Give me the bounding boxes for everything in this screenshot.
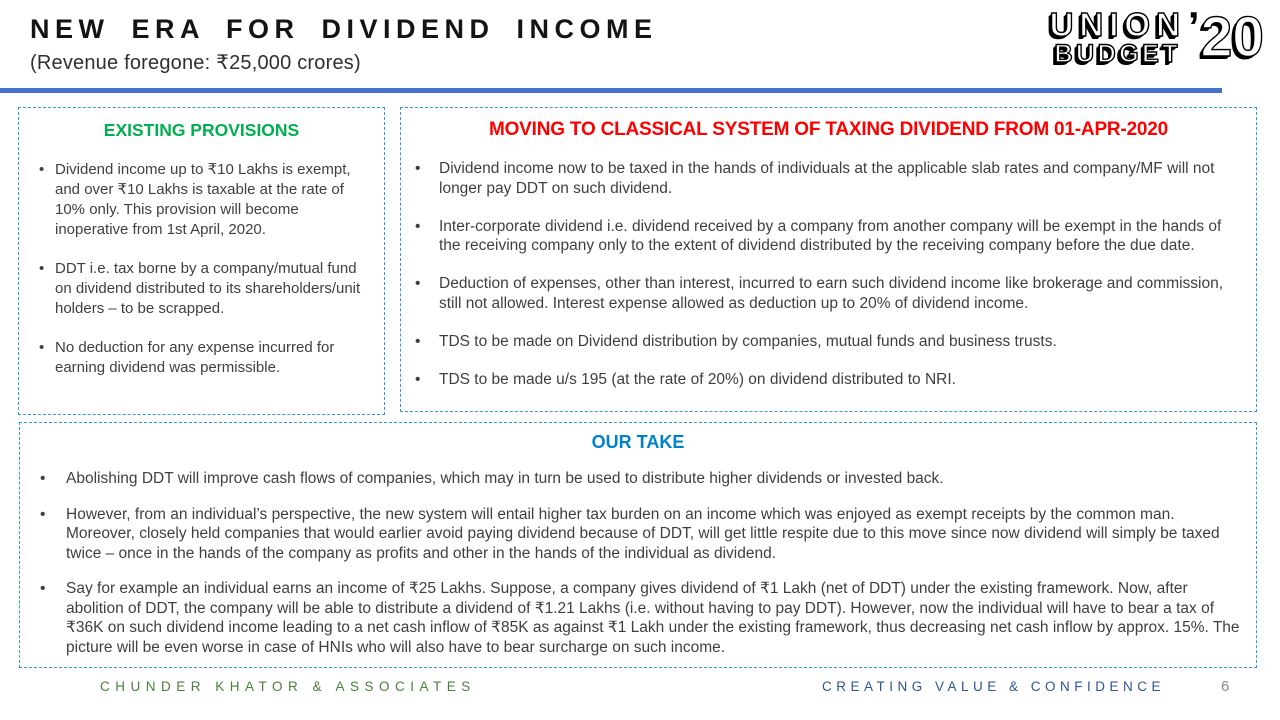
our-take-list: • Abolishing DDT will improve cash flows… <box>34 469 1242 657</box>
existing-provisions-box: EXISTING PROVISIONS • Dividend income up… <box>18 107 385 415</box>
list-item: • TDS to be made on Dividend distributio… <box>413 332 1244 352</box>
bullet-icon: • <box>39 338 45 356</box>
bullet-text: Inter-corporate dividend i.e. dividend r… <box>439 217 1222 255</box>
bullet-icon: • <box>415 217 421 235</box>
bullet-icon: • <box>40 470 46 487</box>
our-take-heading: OUR TAKE <box>591 432 685 452</box>
list-item: • Abolishing DDT will improve cash flows… <box>34 469 1242 489</box>
header-divider-line <box>0 88 1222 93</box>
bullet-icon: • <box>415 370 421 388</box>
bullet-icon: • <box>39 161 45 178</box>
bullet-text: Dividend income up to ₹10 Lakhs is exemp… <box>55 161 351 238</box>
existing-provisions-list: • Dividend income up to ₹10 Lakhs is exe… <box>29 160 374 377</box>
classical-system-box: MOVING TO CLASSICAL SYSTEM OF TAXING DIV… <box>400 107 1257 412</box>
page-subtitle: (Revenue foregone: ₹25,000 crores) <box>30 52 361 74</box>
page-title: NEW ERA FOR DIVIDEND INCOME <box>30 14 658 44</box>
list-item: • No deduction for any expense incurred … <box>29 338 374 378</box>
logo-apostrophe: ’ <box>1187 3 1200 50</box>
bullet-icon: • <box>415 332 421 350</box>
list-item: • TDS to be made u/s 195 (at the rate of… <box>413 370 1244 390</box>
logo-year-text: 20 <box>1200 5 1265 69</box>
bullet-text: No deduction for any expense incurred fo… <box>55 338 335 376</box>
list-item: • However, from an individual’s perspect… <box>34 505 1242 564</box>
bullet-text: TDS to be made u/s 195 (at the rate of 2… <box>439 370 956 388</box>
bullet-text: TDS to be made on Dividend distribution … <box>439 332 1057 350</box>
our-take-box: OUR TAKE • Abolishing DDT will improve c… <box>19 422 1257 668</box>
bullet-icon: • <box>39 259 45 277</box>
logo-budget-text: BUDGET <box>1054 39 1182 68</box>
bullet-text: Deduction of expenses, other than intere… <box>439 275 1224 313</box>
list-item: • DDT i.e. tax borne by a company/mutual… <box>29 259 374 319</box>
header: NEW ERA FOR DIVIDEND INCOME (Revenue for… <box>30 14 658 75</box>
list-item: • Deduction of expenses, other than inte… <box>413 274 1244 314</box>
list-item: • Inter-corporate dividend i.e. dividend… <box>413 217 1244 257</box>
classical-system-heading: MOVING TO CLASSICAL SYSTEM OF TAXING DIV… <box>488 119 1169 140</box>
existing-provisions-heading: EXISTING PROVISIONS <box>103 120 300 140</box>
bullet-icon: • <box>40 580 46 598</box>
union-budget-20-logo: UNION BUDGET ’ 20 <box>1049 3 1265 69</box>
page-number: 6 <box>1221 678 1230 695</box>
footer-company-name: CHUNDER KHATOR & ASSOCIATES <box>100 679 476 694</box>
bullet-text: Say for example an individual earns an i… <box>66 580 1240 656</box>
bullet-text: Abolishing DDT will improve cash flows o… <box>66 470 944 487</box>
bullet-icon: • <box>415 275 421 293</box>
bullet-text: Dividend income now to be taxed in the h… <box>439 160 1215 197</box>
bullet-text: However, from an individual’s perspectiv… <box>66 505 1220 562</box>
classical-system-list: • Dividend income now to be taxed in the… <box>413 159 1244 390</box>
bullet-text: DDT i.e. tax borne by a company/mutual f… <box>55 259 361 317</box>
list-item: • Dividend income up to ₹10 Lakhs is exe… <box>29 160 374 240</box>
bullet-icon: • <box>415 160 421 177</box>
footer-tagline: CREATING VALUE & CONFIDENCE <box>822 679 1166 694</box>
list-item: • Dividend income now to be taxed in the… <box>413 159 1244 199</box>
logo-text-stack: UNION BUDGET <box>1049 6 1186 69</box>
list-item: • Say for example an individual earns an… <box>34 579 1242 657</box>
bullet-icon: • <box>40 505 46 523</box>
logo-union-text: UNION <box>1049 6 1186 43</box>
